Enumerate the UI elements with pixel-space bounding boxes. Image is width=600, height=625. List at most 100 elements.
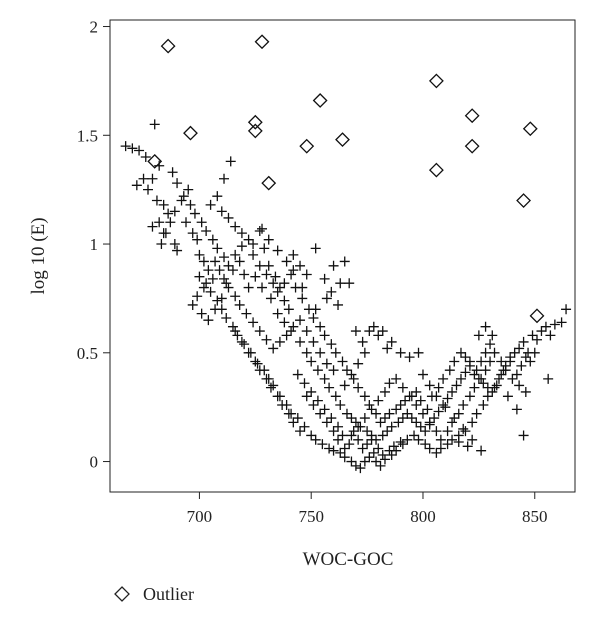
data-point-plus	[469, 382, 480, 393]
y-tick-label: 1	[90, 235, 99, 254]
data-point-plus	[147, 173, 158, 184]
data-point-plus	[402, 434, 413, 445]
data-point-plus	[207, 273, 218, 284]
data-point-plus	[350, 460, 361, 471]
data-point-plus	[160, 228, 171, 239]
data-point-plus	[451, 380, 462, 391]
data-point-plus	[301, 391, 312, 402]
data-point-plus	[364, 399, 375, 410]
data-point-plus	[223, 260, 234, 271]
data-point-plus	[357, 443, 368, 454]
data-point-plus	[330, 391, 341, 402]
data-point-plus	[520, 352, 531, 363]
data-point-plus	[471, 365, 482, 376]
data-point-plus	[319, 373, 330, 384]
data-point-plus	[384, 378, 395, 389]
data-point-plus	[469, 369, 480, 380]
data-point-plus	[221, 312, 232, 323]
data-point-plus	[288, 417, 299, 428]
data-point-plus	[420, 439, 431, 450]
data-point-plus	[397, 382, 408, 393]
data-point-outlier	[464, 138, 480, 154]
data-point-plus	[447, 386, 458, 397]
data-point-plus	[373, 395, 384, 406]
data-point-plus	[297, 282, 308, 293]
data-point-plus	[545, 330, 556, 341]
data-point-plus	[330, 347, 341, 358]
data-point-plus	[438, 399, 449, 410]
data-point-plus	[143, 184, 154, 195]
data-point-plus	[205, 286, 216, 297]
data-point-plus	[431, 447, 442, 458]
data-point-plus	[315, 408, 326, 419]
data-point-plus	[234, 299, 245, 310]
data-point-plus	[120, 141, 131, 152]
data-point-plus	[353, 358, 364, 369]
data-point-plus	[292, 369, 303, 380]
data-point-plus	[491, 380, 502, 391]
data-point-plus	[413, 347, 424, 358]
data-point-plus	[326, 286, 337, 297]
data-point-plus	[373, 330, 384, 341]
data-point-plus	[192, 234, 203, 245]
data-point-plus	[422, 404, 433, 415]
data-point-plus	[400, 395, 411, 406]
data-point-plus	[219, 252, 230, 263]
data-point-plus	[514, 343, 525, 354]
data-point-plus	[438, 373, 449, 384]
data-point-plus	[478, 378, 489, 389]
data-point-plus	[301, 269, 312, 280]
data-point-plus	[230, 221, 241, 232]
y-axis-title: log 10 (E)	[28, 217, 49, 294]
data-point-plus	[518, 336, 529, 347]
data-point-plus	[411, 386, 422, 397]
data-point-plus	[165, 217, 176, 228]
data-point-plus	[279, 295, 290, 306]
data-point-plus	[458, 423, 469, 434]
data-point-plus	[440, 402, 451, 413]
data-point-plus	[346, 456, 357, 467]
data-point-plus	[176, 195, 187, 206]
data-point-plus	[315, 347, 326, 358]
data-point-plus	[368, 321, 379, 332]
data-point-plus	[147, 221, 158, 232]
data-point-plus	[346, 430, 357, 441]
data-point-plus	[395, 436, 406, 447]
data-point-plus	[460, 426, 471, 437]
data-point-plus	[362, 426, 373, 437]
data-point-plus	[326, 413, 337, 424]
data-point-plus	[368, 447, 379, 458]
data-point-plus	[265, 382, 276, 393]
data-point-plus	[243, 234, 254, 245]
y-tick-label: 1.5	[77, 126, 98, 145]
data-point-plus	[308, 336, 319, 347]
y-tick-label: 0.5	[77, 344, 98, 363]
data-point-plus	[308, 312, 319, 323]
data-point-plus	[480, 321, 491, 332]
data-point-plus	[274, 282, 285, 293]
data-point-plus	[464, 356, 475, 367]
data-point-plus	[288, 249, 299, 260]
x-tick-label: 850	[522, 507, 548, 526]
data-point-plus	[295, 260, 306, 271]
data-point-plus	[219, 173, 230, 184]
data-point-plus	[377, 326, 388, 337]
data-point-plus	[453, 408, 464, 419]
y-tick-label: 2	[90, 18, 99, 37]
data-point-plus	[411, 399, 422, 410]
data-point-plus	[467, 417, 478, 428]
data-point-plus	[413, 434, 424, 445]
data-point-plus	[328, 426, 339, 437]
data-point-plus	[156, 239, 167, 250]
data-point-plus	[241, 308, 252, 319]
data-point-plus	[127, 143, 138, 154]
data-point-plus	[151, 195, 162, 206]
data-point-plus	[306, 386, 317, 397]
y-tick-label: 0	[90, 453, 99, 472]
data-point-plus	[310, 304, 321, 315]
data-point-plus	[196, 308, 207, 319]
data-point-plus	[339, 443, 350, 454]
data-point-plus	[261, 334, 272, 345]
data-point-plus	[196, 217, 207, 228]
